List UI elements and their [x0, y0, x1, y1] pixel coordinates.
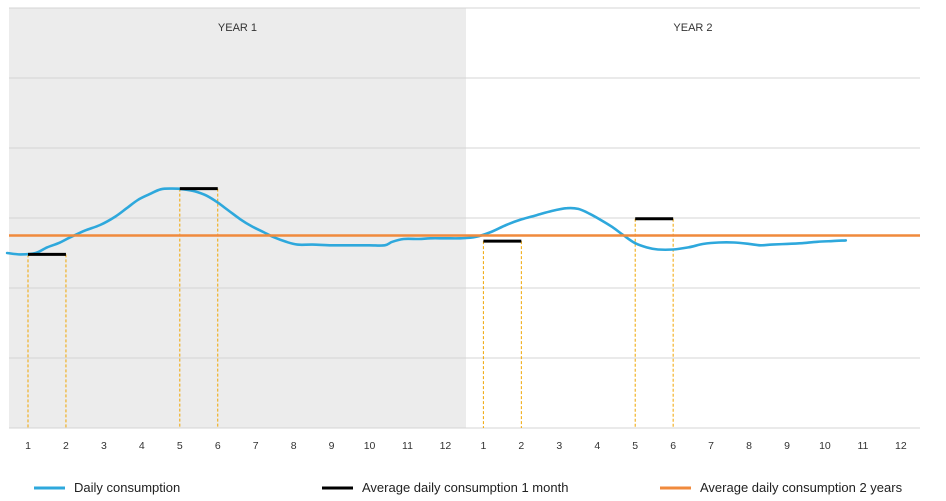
x-tick-label: 1	[480, 440, 486, 452]
x-tick-label: 10	[819, 440, 831, 452]
x-tick-label: 5	[177, 440, 183, 452]
x-tick-label: 3	[101, 440, 107, 452]
x-tick-label: 6	[670, 440, 676, 452]
x-tick-label: 11	[402, 440, 413, 452]
x-tick-label: 8	[746, 440, 752, 452]
x-tick-label: 1	[25, 440, 31, 452]
x-tick-label: 8	[291, 440, 297, 452]
x-tick-label: 12	[440, 440, 452, 452]
x-tick-label: 5	[632, 440, 638, 452]
guide-layer	[27, 188, 674, 428]
x-tick-labels: 1 2 3 4 5 6 7 8 9 10 11 12 1 2 3 4 5 6 7 8 9 10 11 12	[25, 440, 907, 452]
x-tick-label: 9	[784, 440, 790, 452]
x-tick-label: 10	[364, 440, 376, 452]
legend-label: Average daily consumption 1 month	[362, 480, 568, 495]
x-tick-label: 4	[594, 440, 600, 452]
x-tick-label: 11	[857, 440, 868, 452]
x-tick-label: 2	[518, 440, 524, 452]
x-tick-label: 6	[215, 440, 221, 452]
x-tick-label: 12	[895, 440, 907, 452]
x-tick-label: 9	[329, 440, 335, 452]
grid-layer	[9, 7, 920, 429]
legend: Daily consumption Average daily consumpti…	[34, 480, 903, 495]
year-1-label: YEAR 1	[218, 22, 257, 34]
daily-consumption-line	[5, 187, 848, 256]
series-layer	[5, 187, 920, 256]
x-tick-label: 2	[63, 440, 69, 452]
x-tick-label: 4	[139, 440, 145, 452]
x-tick-label: 3	[556, 440, 562, 452]
legend-label: Average daily consumption 2 years	[700, 480, 903, 495]
legend-label: Daily consumption	[74, 480, 180, 495]
x-tick-label: 7	[708, 440, 714, 452]
x-tick-label: 7	[253, 440, 259, 452]
year-2-label: YEAR 2	[673, 22, 712, 34]
